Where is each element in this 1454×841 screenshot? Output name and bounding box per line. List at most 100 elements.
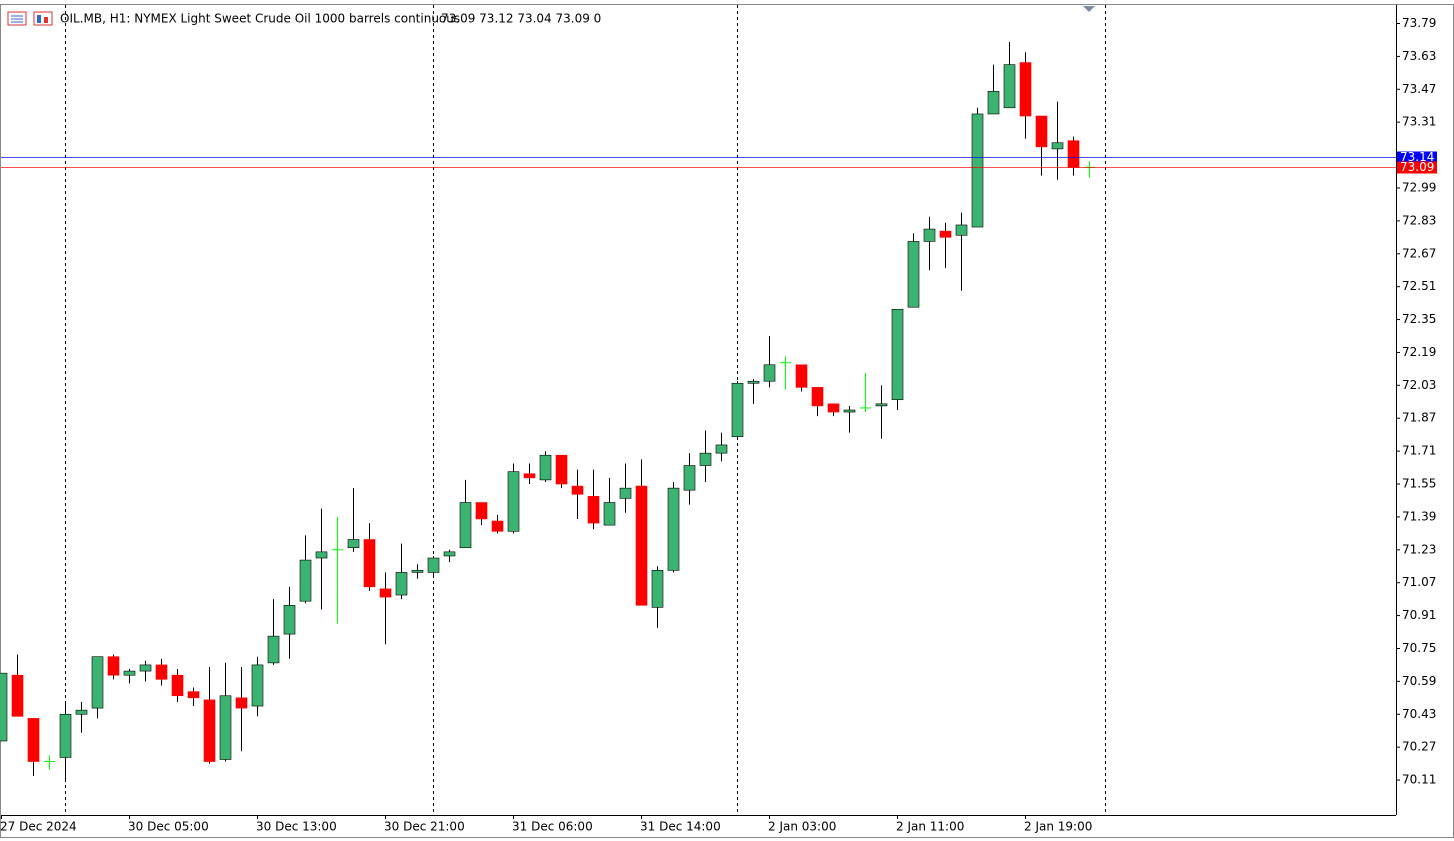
y-tick-label: 71.39 <box>1402 509 1436 523</box>
body <box>731 382 744 438</box>
body <box>539 454 552 481</box>
price-label-bg <box>1397 151 1437 164</box>
price-label: 73.14 <box>1400 150 1434 164</box>
chart-title: OIL.MB, H1: NYMEX Light Sweet Crude Oil … <box>60 12 460 26</box>
body <box>939 230 952 238</box>
body <box>123 670 136 676</box>
body <box>763 364 776 382</box>
body <box>459 502 472 549</box>
body <box>811 387 824 407</box>
x-tick-label: 2 Jan 19:00 <box>1024 820 1092 834</box>
x-tick-label: 30 Dec 05:00 <box>128 820 209 834</box>
body <box>843 409 856 413</box>
y-tick-label: 72.67 <box>1402 246 1436 260</box>
body <box>875 403 888 407</box>
body <box>75 709 88 715</box>
icons <box>7 11 53 26</box>
body <box>635 485 648 606</box>
body <box>411 570 424 573</box>
body <box>59 713 72 758</box>
body <box>923 228 936 242</box>
body <box>139 664 152 672</box>
frame <box>0 4 1454 838</box>
body <box>443 551 456 557</box>
body <box>555 454 568 485</box>
y-tick-label: 73.47 <box>1402 82 1436 96</box>
body <box>619 487 632 499</box>
body <box>219 695 232 760</box>
y-tick-label: 72.99 <box>1402 180 1436 194</box>
y-tick-label: 70.27 <box>1402 740 1436 754</box>
body <box>891 308 904 401</box>
y-tick-label: 72.35 <box>1402 312 1436 326</box>
body <box>907 241 920 308</box>
body <box>699 452 712 466</box>
body <box>171 674 184 697</box>
price-label: 73.09 <box>1400 160 1434 174</box>
x-tick-label: 30 Dec 21:00 <box>384 820 465 834</box>
body <box>1003 64 1016 109</box>
body <box>363 539 376 588</box>
x-tick-label: 27 Dec 2024 <box>0 820 77 834</box>
body <box>603 502 616 526</box>
price-label-bg <box>1397 161 1437 174</box>
body <box>971 113 984 228</box>
y-tick-label: 71.87 <box>1402 411 1436 425</box>
body <box>1051 142 1064 150</box>
body <box>795 364 808 388</box>
body <box>507 471 520 532</box>
x-tick-label: 2 Jan 03:00 <box>768 820 836 834</box>
y-tick-label: 72.51 <box>1402 279 1436 293</box>
body <box>587 496 600 524</box>
body <box>107 656 120 676</box>
x-tick-label: 30 Dec 13:00 <box>256 820 337 834</box>
y-tick-label: 70.43 <box>1402 707 1436 721</box>
body <box>683 465 696 491</box>
y-tick-label: 71.07 <box>1402 575 1436 589</box>
y-tick-label: 72.19 <box>1402 345 1436 359</box>
x-tick-label: 2 Jan 11:00 <box>896 820 964 834</box>
y-tick-label: 71.55 <box>1402 477 1436 491</box>
body <box>651 570 664 608</box>
body <box>827 403 840 413</box>
y-tick-label: 71.71 <box>1402 444 1436 458</box>
y-tick-label: 70.59 <box>1402 674 1436 688</box>
body <box>1035 115 1048 148</box>
body <box>395 572 408 596</box>
body <box>715 444 728 454</box>
body <box>1067 140 1080 168</box>
body <box>571 485 584 495</box>
y-tick-label: 72.83 <box>1402 213 1436 227</box>
y-tick-label: 70.75 <box>1402 641 1436 655</box>
body <box>91 656 104 709</box>
body <box>987 91 1000 115</box>
y-tick-label: 70.11 <box>1402 773 1436 787</box>
body <box>155 664 168 680</box>
y-tick-label: 70.91 <box>1402 608 1436 622</box>
body <box>1019 62 1032 117</box>
body <box>235 697 248 709</box>
body <box>283 605 296 635</box>
quote-text: 73.09 73.12 73.04 73.09 0 <box>441 12 601 26</box>
body <box>315 551 328 559</box>
y-tick-label: 73.63 <box>1402 49 1436 63</box>
x-tick-label: 31 Dec 06:00 <box>512 820 593 834</box>
body <box>347 539 360 549</box>
body <box>427 557 440 573</box>
body <box>747 380 760 384</box>
y-tick-label: 73.79 <box>1402 16 1436 30</box>
x-tick-label: 31 Dec 14:00 <box>640 820 721 834</box>
body <box>0 672 8 742</box>
body <box>203 699 216 762</box>
body <box>955 224 968 236</box>
body <box>11 674 24 717</box>
y-tick-label: 73.31 <box>1402 115 1436 129</box>
body <box>27 718 40 762</box>
body <box>523 473 536 479</box>
body <box>491 520 504 532</box>
body <box>251 664 264 707</box>
y-tick-label: 71.23 <box>1402 542 1436 556</box>
body <box>299 559 312 602</box>
body <box>379 588 392 598</box>
